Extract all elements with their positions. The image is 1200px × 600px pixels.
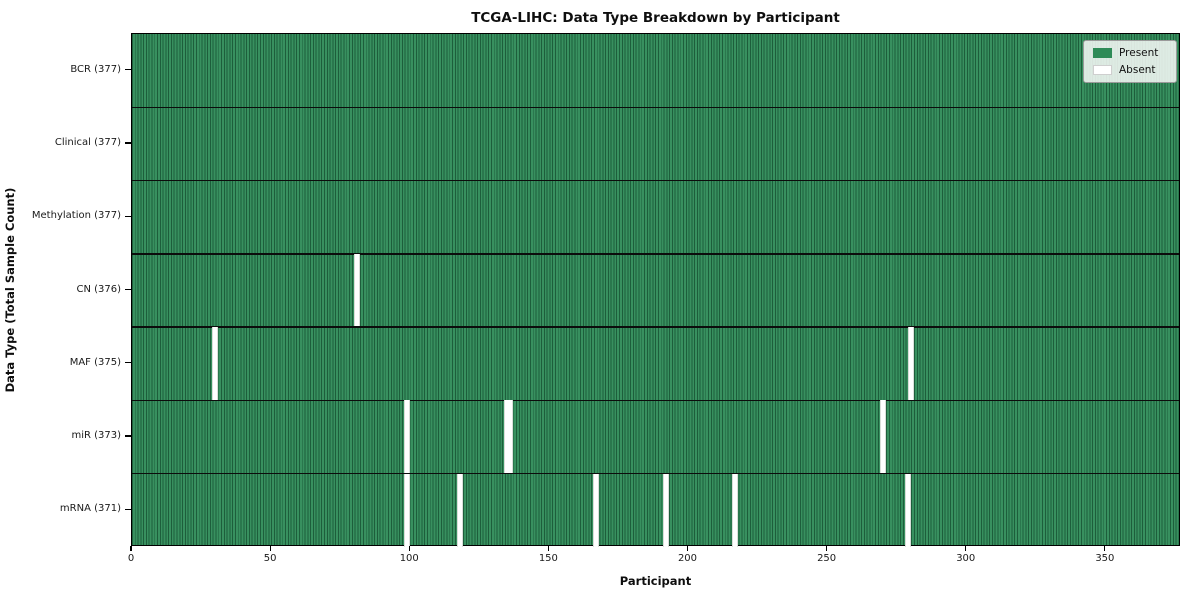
row-divider	[132, 179, 1179, 182]
absent-cell-mRNA-191	[662, 473, 669, 547]
absent-cell-mRNA-166	[593, 473, 600, 547]
ytick-mark	[125, 215, 131, 217]
legend-item-absent: Absent	[1093, 64, 1167, 76]
xtick-mark	[269, 546, 271, 551]
absent-cell-mRNA-216	[732, 473, 739, 547]
ytick-mark	[125, 362, 131, 364]
absent-cell-miR-269	[879, 400, 886, 474]
ytick-mark	[125, 435, 131, 437]
xtick-mark	[686, 546, 689, 551]
xtick-mark	[408, 546, 410, 551]
ytick-mark	[125, 508, 131, 510]
ytick-mark	[125, 142, 131, 144]
xtick-label-100: 100	[399, 553, 419, 564]
ytick-mark	[125, 69, 131, 71]
ytick-label-miR: miR (373)	[71, 430, 121, 442]
xtick-label-0: 0	[127, 553, 135, 564]
absent-cell-mRNA-278	[904, 473, 911, 547]
absent-cell-CN-80	[353, 253, 361, 328]
absent-swatch	[1093, 65, 1112, 75]
plot-area	[131, 33, 1180, 547]
chart-title: TCGA-LIHC: Data Type Breakdown by Partic…	[471, 10, 840, 26]
row-divider	[132, 326, 1179, 328]
xtick-label-200: 200	[677, 553, 698, 564]
xtick-label-150: 150	[538, 553, 558, 564]
row-divider	[132, 253, 1179, 255]
absent-cell-mRNA-117	[456, 473, 464, 547]
xtick-mark	[130, 546, 132, 551]
row-divider	[132, 106, 1179, 108]
ytick-mark	[125, 288, 131, 291]
ytick-label-Clinical: Clinical (377)	[54, 136, 121, 148]
absent-cell-MAF-279	[907, 327, 914, 401]
legend-item-present: Present	[1093, 47, 1167, 59]
absent-cell-MAF-29	[211, 327, 219, 401]
absent-cell-miR-134	[504, 400, 514, 474]
xtick-label-300: 300	[956, 553, 976, 564]
present-swatch	[1093, 48, 1112, 58]
legend-label-present: Present	[1119, 47, 1159, 59]
legend-label-absent: Absent	[1119, 64, 1156, 76]
ytick-label-Methylation: Methylation (377)	[31, 210, 121, 222]
absent-cell-mRNA-98	[403, 473, 411, 547]
xtick-label-350: 350	[1095, 553, 1115, 564]
xtick-mark	[965, 546, 967, 551]
x-axis-label: Participant	[619, 574, 692, 588]
ytick-label-MAF: MAF (375)	[69, 356, 121, 368]
xtick-label-250: 250	[817, 553, 837, 564]
xtick-label-50: 50	[263, 553, 277, 564]
ytick-label-CN: CN (376)	[76, 283, 121, 295]
legend: Present Absent	[1083, 40, 1177, 83]
absent-cell-miR-98	[403, 400, 411, 474]
ytick-label-BCR: BCR (377)	[70, 63, 121, 75]
ytick-label-mRNA: mRNA (371)	[59, 503, 121, 515]
xtick-mark	[547, 546, 549, 551]
xtick-mark	[826, 546, 828, 551]
row-divider	[132, 473, 1179, 475]
xtick-mark	[1104, 546, 1106, 551]
row-divider	[132, 399, 1179, 402]
